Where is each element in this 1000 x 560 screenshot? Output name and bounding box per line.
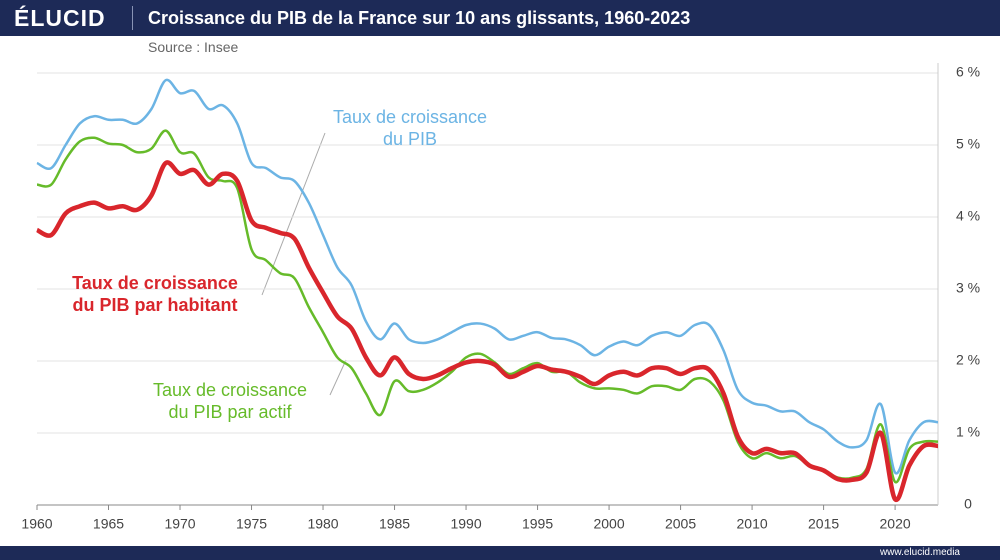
y-tick-label: 1 % bbox=[956, 424, 980, 440]
leader-line bbox=[329, 359, 347, 396]
y-tick-label: 6 % bbox=[956, 64, 980, 80]
header-bar: ÉLUCID Croissance du PIB de la France su… bbox=[0, 0, 1000, 36]
x-tick-label: 1980 bbox=[307, 516, 338, 532]
x-tick-label: 2000 bbox=[593, 516, 624, 532]
x-tick-label: 1990 bbox=[450, 516, 481, 532]
x-tick-label: 1985 bbox=[379, 516, 410, 532]
series-label: Taux de croissance du PIB par habitant bbox=[72, 273, 238, 315]
x-tick-label: 1975 bbox=[236, 516, 267, 532]
y-tick-label: 2 % bbox=[956, 352, 980, 368]
separator bbox=[132, 6, 133, 30]
series-line bbox=[35, 160, 939, 502]
logo: ÉLUCID bbox=[14, 5, 106, 31]
footer-url: www.elucid.media bbox=[879, 547, 960, 558]
x-tick-label: 2005 bbox=[665, 516, 696, 532]
leader-line bbox=[261, 132, 326, 296]
x-tick-label: 2020 bbox=[880, 516, 911, 532]
footer-bar: www.elucid.media bbox=[0, 546, 1000, 560]
x-tick-label: 2015 bbox=[808, 516, 839, 532]
y-tick-label: 3 % bbox=[956, 280, 980, 296]
chart-subtitle: Source : Insee bbox=[148, 39, 239, 55]
series-line bbox=[36, 129, 939, 484]
x-tick-label: 2010 bbox=[737, 516, 768, 532]
y-tick-label: 0 bbox=[964, 496, 972, 512]
x-tick-label: 1965 bbox=[93, 516, 124, 532]
x-tick-label: 1960 bbox=[21, 516, 52, 532]
x-tick-label: 1995 bbox=[522, 516, 553, 532]
chart-title: Croissance du PIB de la France sur 10 an… bbox=[148, 8, 691, 28]
series-line bbox=[36, 78, 939, 475]
series-label: Taux de croissance du PIB par actif bbox=[152, 380, 308, 422]
x-tick-label: 1970 bbox=[164, 516, 195, 532]
y-tick-label: 4 % bbox=[956, 208, 980, 224]
series-label: Taux de croissance du PIB bbox=[332, 107, 488, 149]
y-tick-label: 5 % bbox=[956, 136, 980, 152]
chart: 0 1 % 2 % 3 % 4 % 5 % 6 % 1960 1965 1970 1975 1980 1… bbox=[21, 63, 980, 532]
